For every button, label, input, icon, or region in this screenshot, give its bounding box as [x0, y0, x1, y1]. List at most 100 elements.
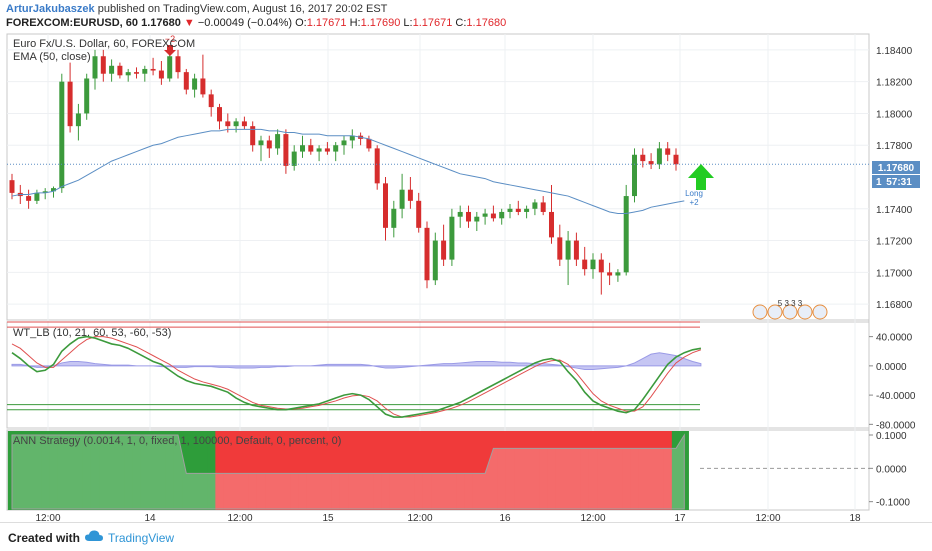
candle-body — [142, 68, 148, 74]
ann-state-bar — [223, 431, 233, 510]
candle-body — [615, 272, 621, 276]
time-tick-label: 12:00 — [227, 513, 252, 522]
ann-state-bar — [265, 431, 274, 510]
ann-background — [7, 431, 869, 510]
ann-state-bar — [82, 431, 92, 510]
price-tick-label: 1.18400 — [876, 46, 913, 57]
wt1-line — [11, 335, 702, 418]
countdown-tag — [872, 175, 920, 188]
price-tick-label: 1.17800 — [876, 141, 913, 152]
low-value: 1.17671 — [412, 17, 453, 29]
ann-tick-label: 0.0000 — [876, 464, 907, 475]
price-change: −0.00049 (−0.04%) — [197, 17, 293, 29]
candle-body — [192, 78, 198, 90]
ann-state-bar — [173, 431, 183, 510]
ann-state-bar — [497, 431, 507, 510]
ann-state-bar — [613, 431, 623, 510]
event-flag-icon[interactable] — [782, 304, 798, 320]
price-tag-value: 1.17680 — [878, 163, 915, 174]
candle-body — [67, 81, 73, 127]
candle-body — [490, 213, 496, 219]
price-axis[interactable]: 1.18400 1.18200 1.18000 1.17800 1.17400 1.172… — [876, 46, 913, 311]
event-flag-icon[interactable] — [812, 304, 828, 320]
ann-state-bar — [447, 431, 457, 510]
candle-body — [158, 70, 164, 79]
candle-body — [623, 196, 629, 273]
ann-axis[interactable]: 0.1000 0.0000 -0.1000 — [869, 431, 910, 509]
candle-body — [84, 78, 90, 114]
candle-body — [383, 183, 388, 228]
candle-body — [598, 259, 604, 273]
candle-body — [26, 196, 32, 201]
chart-area[interactable]: −2 Long +2 5 3 3 3 Euro Fx/U.S. Dollar, … — [0, 30, 932, 524]
ann-state-bar — [115, 431, 125, 510]
ann-tick-label: -0.1000 — [876, 498, 910, 509]
ann-state-bar — [505, 431, 515, 510]
ann-state-bar — [57, 431, 67, 510]
tradingview-link[interactable]: TradingView — [108, 531, 175, 545]
candle-body — [673, 154, 679, 165]
event-flag-icon[interactable] — [752, 304, 768, 320]
candle-body — [75, 113, 81, 127]
ann-state-bar — [99, 431, 108, 510]
wt-tick-label: -80.0000 — [876, 420, 916, 431]
ann-state-bar — [256, 431, 266, 510]
time-tick-label: 12:00 — [755, 513, 780, 522]
ann-state-bar — [547, 431, 557, 510]
candle-body — [283, 134, 289, 166]
high-label: H: — [349, 17, 361, 29]
candle-body — [632, 154, 637, 197]
candle-body — [316, 148, 322, 152]
ann-state-bar — [397, 431, 407, 510]
ann-state-bar — [588, 431, 598, 510]
down-arrow-icon: ▼ — [183, 17, 195, 29]
event-flag-icon[interactable] — [767, 304, 783, 320]
time-tick-label: 12:00 — [407, 513, 432, 522]
time-axis[interactable]: 12:00 14 12:00 15 12:00 16 12:00 17 12:00 18 — [35, 513, 861, 524]
candle-body — [366, 138, 372, 149]
ann-state-bar — [124, 431, 133, 510]
countdown-prefix: 1 — [876, 177, 882, 188]
ann-state-bar — [215, 431, 225, 510]
time-tick-label: 15 — [322, 513, 334, 522]
event-flag-icon[interactable] — [797, 304, 813, 320]
ann-state-bar — [572, 431, 582, 510]
long-value: +2 — [689, 198, 699, 207]
candle-body — [449, 216, 455, 260]
candle-body — [524, 208, 530, 212]
price-tick-label: 1.17000 — [876, 268, 913, 279]
ann-state-bar — [655, 431, 665, 510]
economic-events[interactable]: 5 3 3 3 — [752, 299, 828, 320]
ann-state-bar — [32, 431, 42, 510]
ann-state-bar — [16, 431, 25, 510]
ann-state-bar — [323, 431, 333, 510]
author-link[interactable]: ArturJakubaszek — [6, 3, 95, 15]
candle-body — [324, 148, 330, 152]
candle-body — [457, 211, 463, 217]
candle-body — [225, 121, 231, 127]
ann-state-bar — [41, 431, 50, 510]
ann-state-bar — [638, 431, 648, 510]
ann-state-bar — [240, 431, 250, 510]
ann-state-bar — [306, 431, 316, 510]
grid-lines — [7, 34, 869, 510]
wt-tick-label: 40.0000 — [876, 333, 913, 344]
chart-svg[interactable]: −2 Long +2 5 3 3 3 Euro Fx/U.S. Dollar, … — [0, 30, 932, 524]
ann-state-bar — [356, 431, 366, 510]
time-tick-label: 17 — [674, 513, 686, 522]
candle-body — [648, 161, 654, 165]
price-tick-label: 1.18000 — [876, 109, 913, 120]
candle-body — [582, 259, 588, 270]
candle-body — [217, 107, 222, 122]
candle-body — [557, 237, 563, 260]
candle-body — [34, 192, 40, 201]
ann-state-bar — [165, 431, 175, 510]
ann-state-bar — [597, 431, 606, 510]
ann-state-bar — [646, 431, 656, 510]
ann-state-bar — [248, 431, 258, 510]
wt-axis[interactable]: 40.0000 0.0000 -40.0000 -80.0000 — [869, 333, 916, 432]
ann-state-bar — [74, 431, 84, 510]
long-arrow-icon — [688, 164, 714, 190]
long-signal: Long +2 — [685, 164, 714, 207]
ann-state-bar — [207, 431, 216, 510]
